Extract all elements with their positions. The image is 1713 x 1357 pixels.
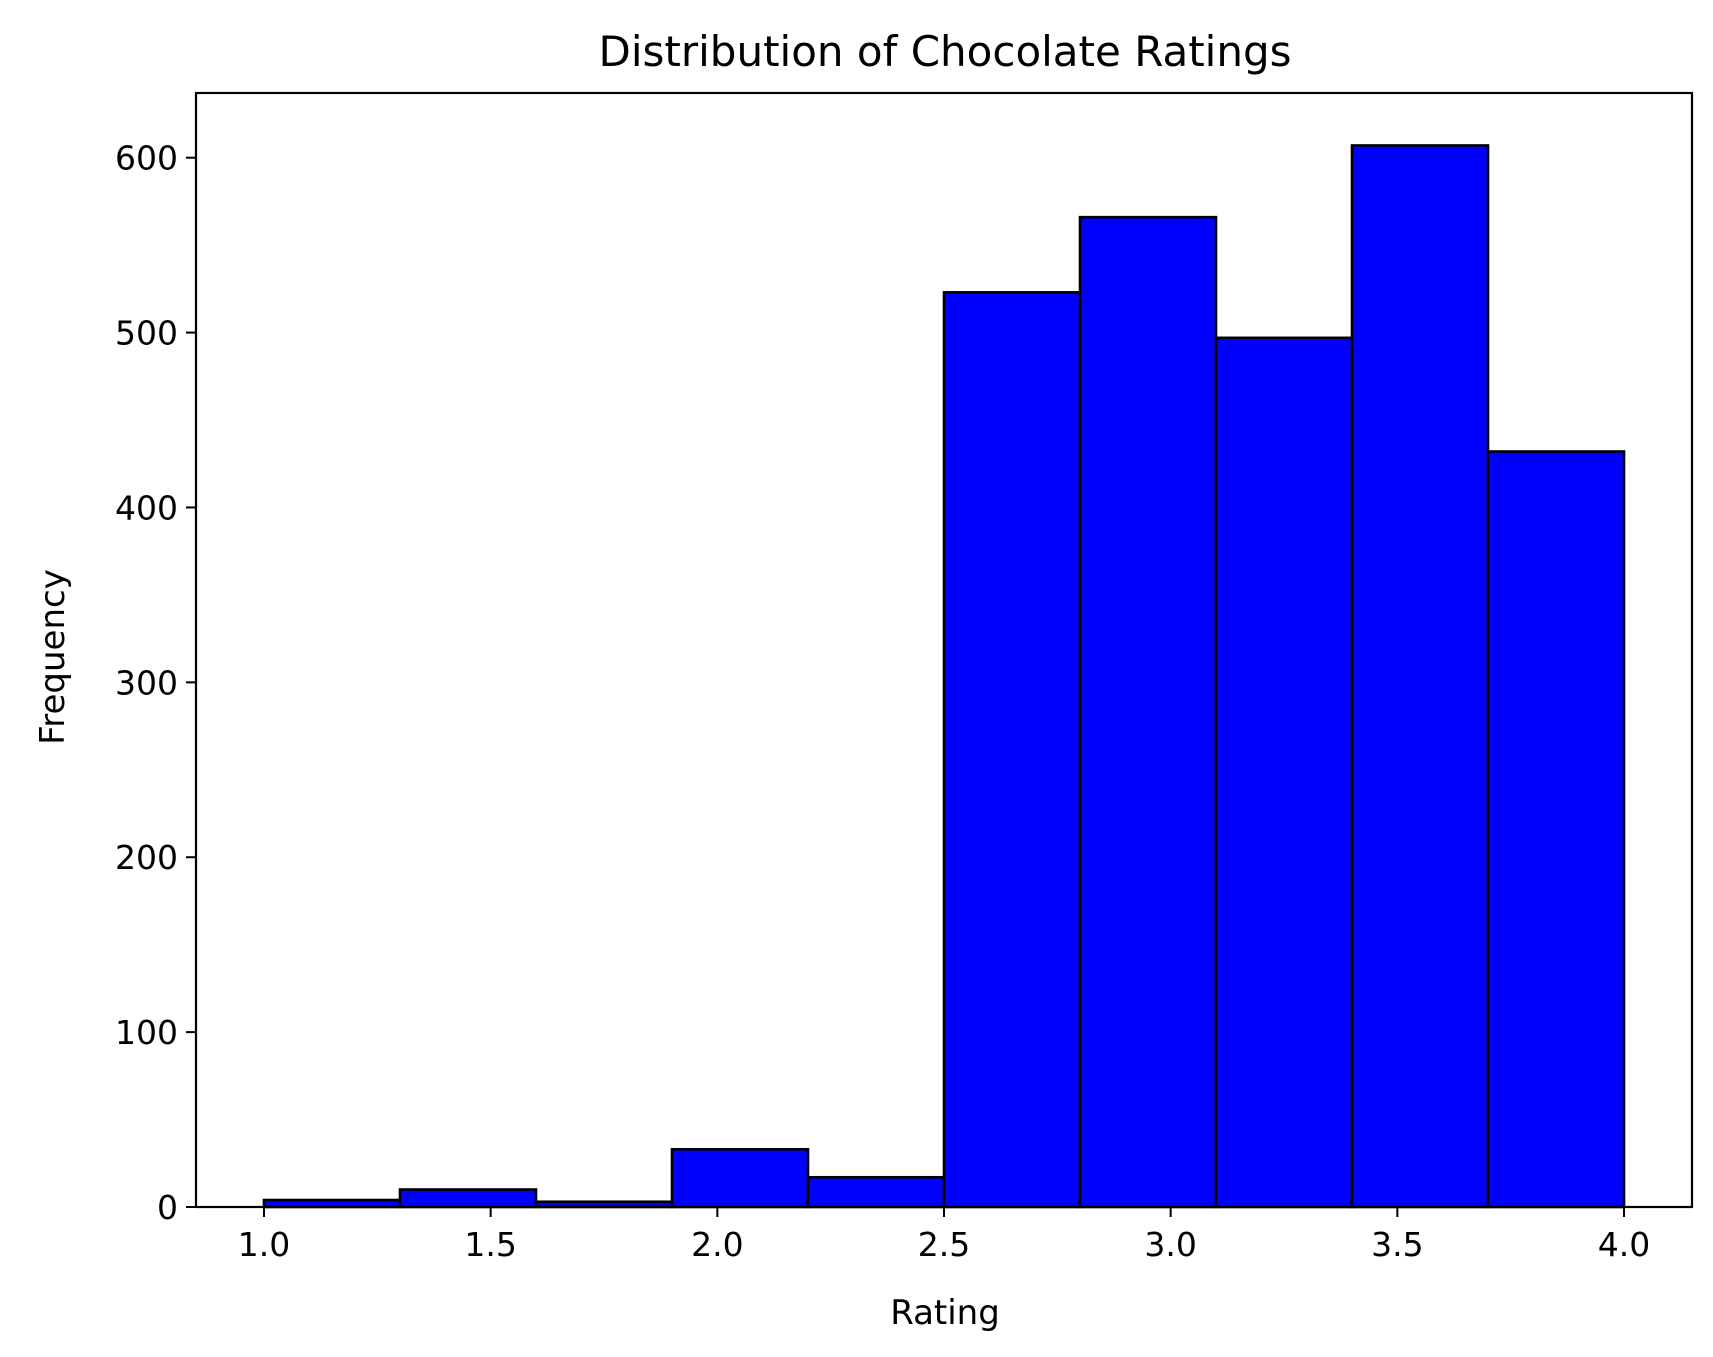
- bars-layer: [262, 144, 1626, 1209]
- x-tick-label: 1.0: [238, 1225, 290, 1264]
- x-tick-label: 3.0: [1144, 1225, 1196, 1264]
- histogram-bar-10: [1486, 450, 1626, 1209]
- x-tick-label: 3.5: [1371, 1225, 1423, 1264]
- chart-title: Distribution of Chocolate Ratings: [599, 27, 1292, 76]
- histogram-bar-8: [1214, 336, 1354, 1209]
- histogram-bar-2: [398, 1188, 538, 1209]
- y-axis-ticks: 0 100 200 300 400 500 600: [115, 139, 196, 1227]
- histogram-bar-5: [806, 1175, 946, 1209]
- y-tick-label: 600: [115, 139, 178, 178]
- x-tick-label: 4.0: [1598, 1225, 1650, 1264]
- y-tick-label: 100: [115, 1013, 178, 1052]
- x-tick-label: 2.0: [691, 1225, 743, 1264]
- y-axis-label: Frequency: [33, 569, 73, 745]
- x-axis-ticks: 1.0 1.5 2.0 2.5 3.0 3.5 4.0: [238, 1207, 1650, 1264]
- x-axis-label: Rating: [890, 1293, 1000, 1333]
- y-tick-label: 200: [115, 838, 178, 877]
- histogram-bar-4: [670, 1147, 810, 1209]
- x-tick-label: 1.5: [464, 1225, 516, 1264]
- y-tick-label: 500: [115, 314, 178, 353]
- histogram-bar-6: [942, 291, 1082, 1209]
- histogram-bar-7: [1078, 215, 1218, 1209]
- x-tick-label: 2.5: [918, 1225, 970, 1264]
- y-tick-label: 0: [157, 1188, 178, 1227]
- y-tick-label: 300: [115, 663, 178, 702]
- histogram-bar-9: [1350, 144, 1490, 1209]
- y-tick-label: 400: [115, 488, 178, 527]
